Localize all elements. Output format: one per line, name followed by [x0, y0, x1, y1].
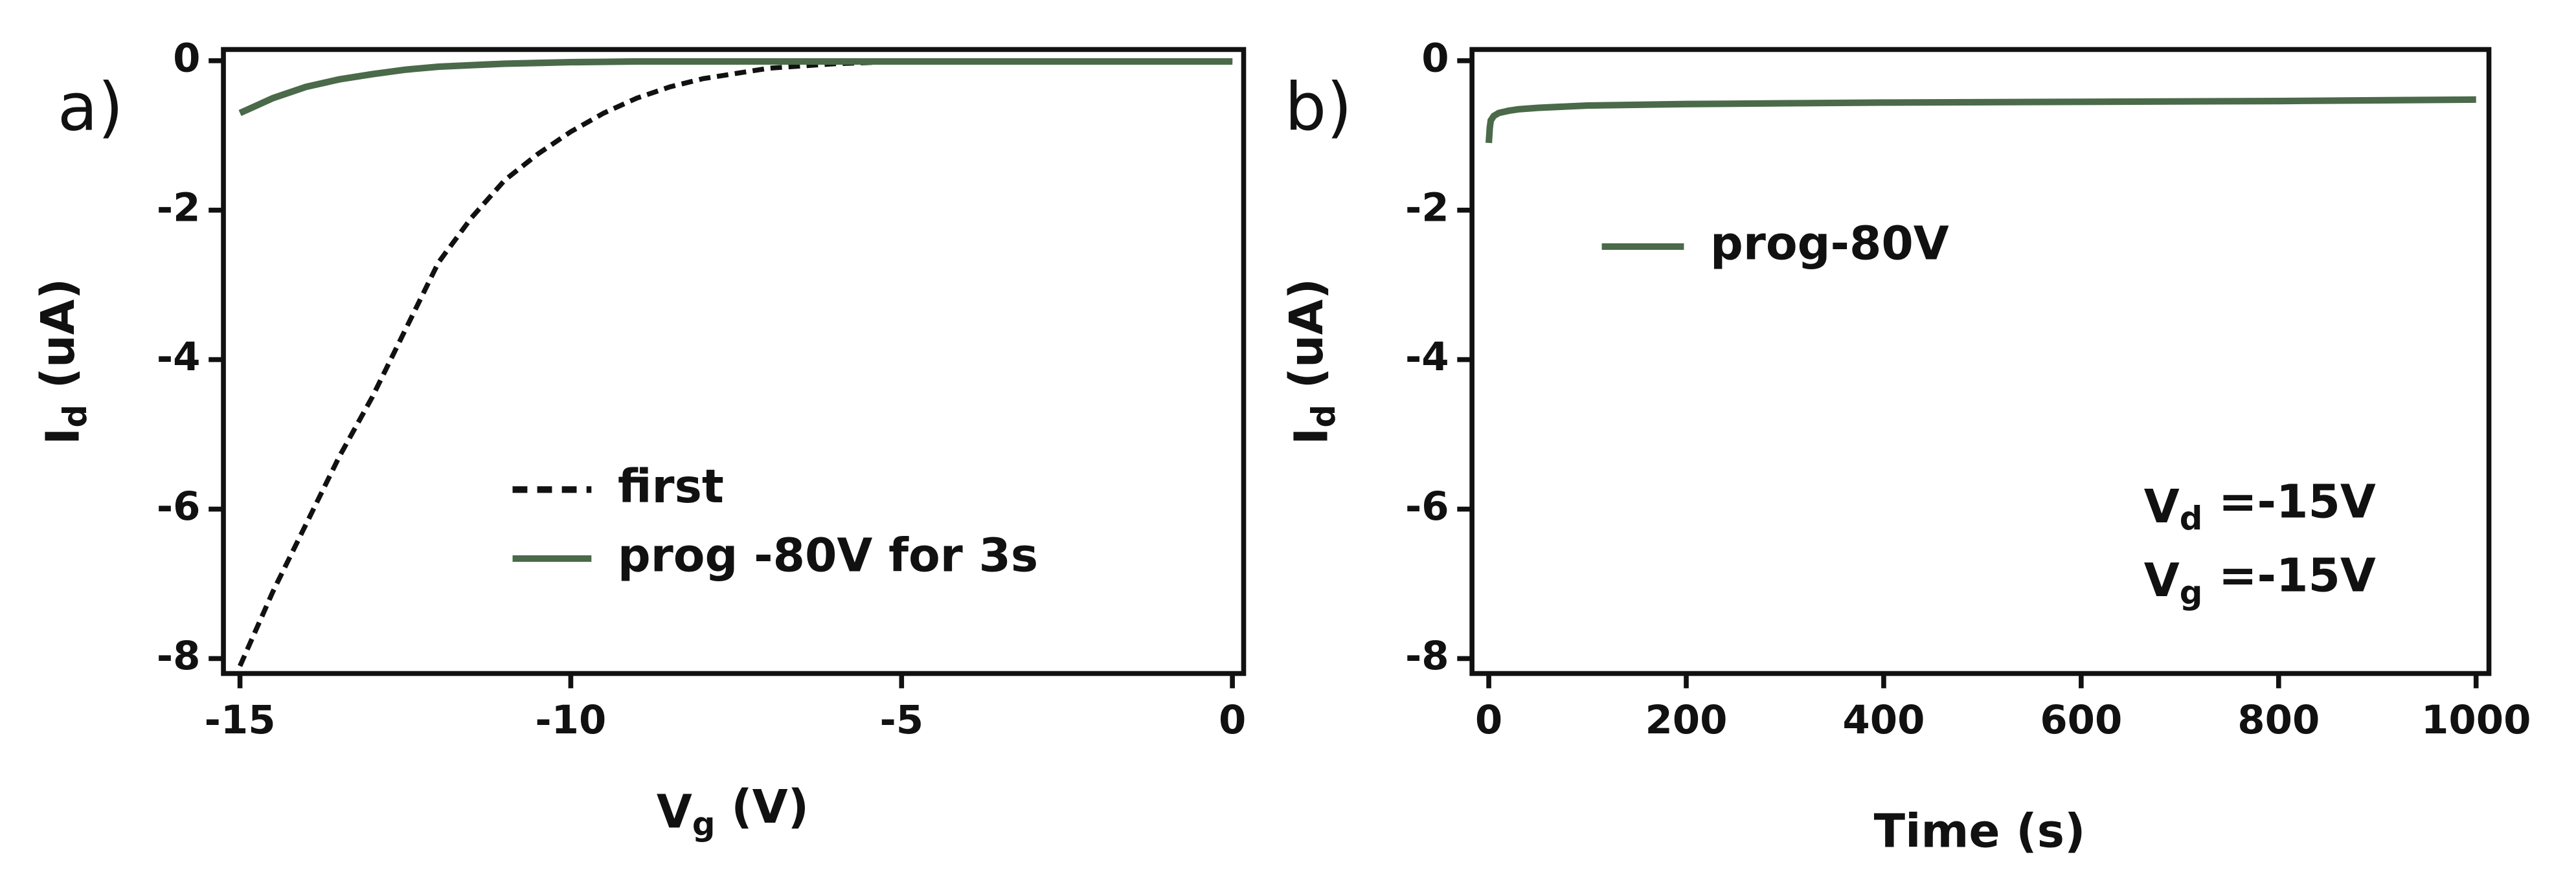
- annotation-part: V: [2144, 479, 2180, 533]
- legend-label: first: [618, 460, 724, 513]
- x-axis-label-part: (V): [715, 780, 809, 834]
- y-axis-label-part: (uA): [1280, 278, 1333, 405]
- y-tick-label: -8: [157, 633, 201, 679]
- y-tick-label: -4: [1405, 334, 1449, 380]
- x-tick-label: 0: [1219, 697, 1246, 743]
- annotation: Vd =-15V: [2144, 474, 2376, 537]
- x-tick-label: -15: [205, 697, 276, 743]
- x-tick-label: 400: [1842, 697, 1925, 743]
- x-tick-label: 0: [1475, 697, 1502, 743]
- y-axis-label-part: d: [56, 405, 93, 428]
- annotation-part: V: [2144, 553, 2180, 607]
- y-tick-label: 0: [1421, 35, 1449, 81]
- x-axis-label: Vg (V): [657, 780, 809, 843]
- legend-label: prog-80V: [1710, 216, 1949, 270]
- x-tick-label: 200: [1645, 697, 1727, 743]
- y-axis-label-part: (uA): [31, 278, 85, 405]
- y-tick-label: -2: [1405, 184, 1449, 230]
- y-tick-label: -2: [157, 184, 201, 230]
- annotation-part: g: [2180, 573, 2203, 611]
- data-line: [1485, 96, 2476, 144]
- annotation-part: =-15V: [2202, 548, 2376, 602]
- panel-label: b): [1285, 69, 1352, 146]
- annotation-part: =-15V: [2202, 474, 2376, 528]
- data-line: [238, 58, 1233, 117]
- y-tick-label: -6: [157, 484, 201, 529]
- legend-label: prog -80V for 3s: [618, 528, 1038, 582]
- x-tick-label: -10: [535, 697, 606, 743]
- y-axis-label-part: I: [1284, 428, 1338, 445]
- annotation: Vg =-15V: [2144, 548, 2376, 611]
- y-axis-label: Id (uA): [31, 278, 94, 445]
- y-tick-label: 0: [173, 35, 200, 81]
- x-tick-label: 1000: [2421, 697, 2531, 743]
- annotation-part: d: [2180, 500, 2203, 537]
- x-tick-label: 600: [2040, 697, 2122, 743]
- y-tick-label: -8: [1405, 633, 1449, 679]
- x-tick-label: 800: [2237, 697, 2320, 743]
- x-axis-label-part: V: [657, 784, 692, 838]
- y-tick-label: -6: [1405, 484, 1449, 529]
- x-tick-label: -5: [879, 697, 923, 743]
- y-axis-label-part: d: [1304, 405, 1342, 428]
- y-axis-label-part: I: [36, 428, 89, 445]
- y-axis-label: Id (uA): [1280, 278, 1342, 445]
- x-axis-label: Time (s): [1874, 805, 2086, 858]
- y-tick-label: -4: [157, 334, 201, 380]
- x-axis-label-part: g: [692, 805, 716, 843]
- panel-label: a): [58, 69, 124, 146]
